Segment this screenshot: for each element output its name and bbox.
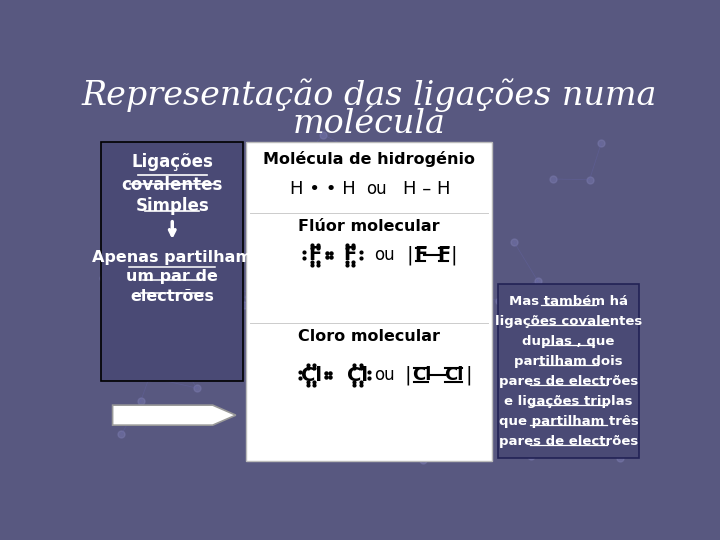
Text: Cl: Cl	[347, 366, 368, 384]
Text: |: |	[466, 366, 472, 385]
Text: partilham dois: partilham dois	[514, 355, 623, 368]
FancyBboxPatch shape	[498, 284, 639, 457]
Text: Flúor molecular: Flúor molecular	[298, 219, 440, 234]
Text: pares de electrões: pares de electrões	[499, 375, 638, 388]
Text: H – H: H – H	[403, 180, 451, 198]
Text: Cl: Cl	[412, 366, 431, 384]
Text: Molécula de hidrogénio: Molécula de hidrogénio	[263, 151, 475, 167]
Text: |: |	[451, 245, 457, 265]
Text: Ligações
covalentes: Ligações covalentes	[122, 153, 223, 193]
Text: ou: ou	[366, 180, 387, 198]
Text: F: F	[308, 246, 322, 265]
Text: ligações covalentes: ligações covalentes	[495, 315, 642, 328]
Text: |: |	[407, 245, 413, 265]
Text: H • • H: H • • H	[290, 180, 356, 198]
Text: pares de electrões: pares de electrões	[499, 435, 638, 448]
Text: Apenas partilham
um par de
electrões: Apenas partilham um par de electrões	[92, 249, 252, 304]
Text: molécula: molécula	[292, 108, 446, 140]
FancyBboxPatch shape	[246, 142, 492, 461]
Text: F: F	[343, 246, 356, 265]
Text: Representação das ligações numa: Representação das ligações numa	[81, 79, 657, 112]
Text: Cl: Cl	[444, 366, 464, 384]
Text: Mas também há: Mas também há	[509, 295, 628, 308]
Text: e ligações triplas: e ligações triplas	[504, 395, 633, 408]
FancyArrow shape	[112, 405, 235, 425]
Text: duplas , que: duplas , que	[522, 335, 615, 348]
Text: Simples: Simples	[135, 197, 209, 215]
Text: F: F	[414, 246, 427, 265]
Text: ou: ou	[374, 366, 395, 384]
Text: Cl: Cl	[301, 366, 322, 384]
FancyBboxPatch shape	[101, 142, 243, 381]
Text: F: F	[437, 246, 450, 265]
Text: Cloro molecular: Cloro molecular	[298, 329, 440, 344]
Text: |: |	[404, 366, 411, 385]
Text: que partilham três: que partilham três	[498, 415, 639, 428]
Text: ou: ou	[374, 246, 395, 264]
